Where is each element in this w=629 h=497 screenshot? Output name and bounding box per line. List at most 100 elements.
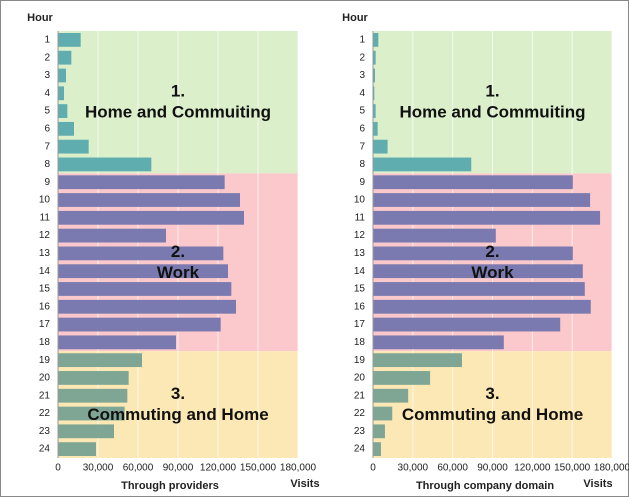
y-tick-label: 18 [39,337,51,348]
x-tick-label: 60,000 [437,463,468,474]
zone-number: 2. [485,242,499,261]
bar [58,139,89,154]
bar [58,424,114,439]
bar [58,121,74,136]
x-axis-title: Through company domain [416,480,554,492]
x-tick-label: 90,000 [477,463,508,474]
zone-label: Commuting and Home [87,405,268,424]
bar [58,104,68,118]
y-tick-label: 1 [359,35,365,46]
x-unit: Visits [290,478,319,490]
bar [373,353,462,368]
bar [58,317,221,332]
y-tick-label: 8 [359,159,365,170]
bar [373,104,376,118]
x-tick-label: 120,000 [200,463,237,474]
zone-label: Work [471,263,514,282]
zone-label: Home and Commuiting [85,103,271,122]
y-tick-label: 4 [359,88,365,99]
x-tick-label: 30,000 [398,463,429,474]
y-tick-label: 23 [354,426,366,437]
y-tick-label: 10 [354,195,366,206]
bar [373,68,375,83]
bar [373,175,573,190]
zone-number: 1. [171,82,185,101]
bar [58,299,236,314]
x-axis-title: Through providers [121,480,219,492]
bar [58,282,232,296]
x-tick-label: 150,000 [554,463,591,474]
x-tick-label: 150,000 [240,463,277,474]
x-tick-label: 30,000 [83,463,114,474]
bar [58,406,125,421]
bar [373,388,409,403]
bar [373,424,385,439]
bar [373,157,472,172]
y-axis-title: Hour [27,12,53,24]
x-tick-label: 60,000 [123,463,154,474]
bar [58,371,129,385]
bar [373,193,591,207]
y-tick-label: 6 [359,123,365,134]
bar [373,246,573,261]
bar [373,50,376,65]
y-tick-label: 5 [44,106,50,117]
bar [373,406,393,421]
zone-number: 3. [485,384,499,403]
y-tick-label: 24 [39,444,51,455]
bar [58,193,240,207]
bar [373,121,378,136]
y-tick-label: 11 [40,212,51,223]
zone-number: 3. [171,384,185,403]
y-tick-label: 18 [354,337,366,348]
y-tick-label: 23 [39,426,51,437]
bar [58,388,128,403]
y-tick-label: 11 [355,212,366,223]
y-tick-label: 12 [39,230,51,241]
y-tick-label: 13 [39,248,51,259]
x-unit: Visits [583,478,612,490]
bar [373,139,388,154]
zone-number: 2. [171,242,185,261]
y-tick-label: 20 [354,373,366,384]
y-tick-label: 3 [44,70,50,81]
bar [58,157,152,172]
y-tick-label: 16 [39,301,51,312]
zone-label: Home and Commuiting [399,103,585,122]
bar [58,175,225,190]
y-tick-label: 7 [359,141,365,152]
y-tick-label: 6 [44,123,50,134]
bar [58,353,142,368]
y-tick-label: 22 [354,408,366,419]
x-tick-label: 120,000 [514,463,551,474]
bar [373,299,591,314]
y-tick-label: 2 [359,52,365,63]
y-tick-label: 20 [39,373,51,384]
bar [373,282,585,296]
y-tick-label: 17 [354,319,366,330]
zone-number: 1. [485,82,499,101]
x-tick-label: 180,000 [280,463,317,474]
y-tick-label: 7 [44,141,50,152]
x-tick-label: 180,000 [594,463,629,474]
y-tick-label: 9 [359,177,365,188]
y-tick-label: 21 [39,390,51,401]
bar [58,264,228,279]
bar [58,246,224,261]
y-tick-label: 1 [44,35,50,46]
x-tick-label: 0 [370,463,376,474]
bar [373,86,375,101]
y-tick-label: 17 [39,319,51,330]
y-tick-label: 4 [44,88,50,99]
bar [58,50,72,65]
bar [373,264,583,279]
y-tick-label: 16 [354,301,366,312]
y-tick-label: 19 [354,355,366,366]
bar [58,442,96,456]
bar [373,442,381,456]
zone-label: Work [157,263,200,282]
bar [58,86,64,101]
x-tick-label: 0 [55,463,61,474]
bar [58,210,244,225]
